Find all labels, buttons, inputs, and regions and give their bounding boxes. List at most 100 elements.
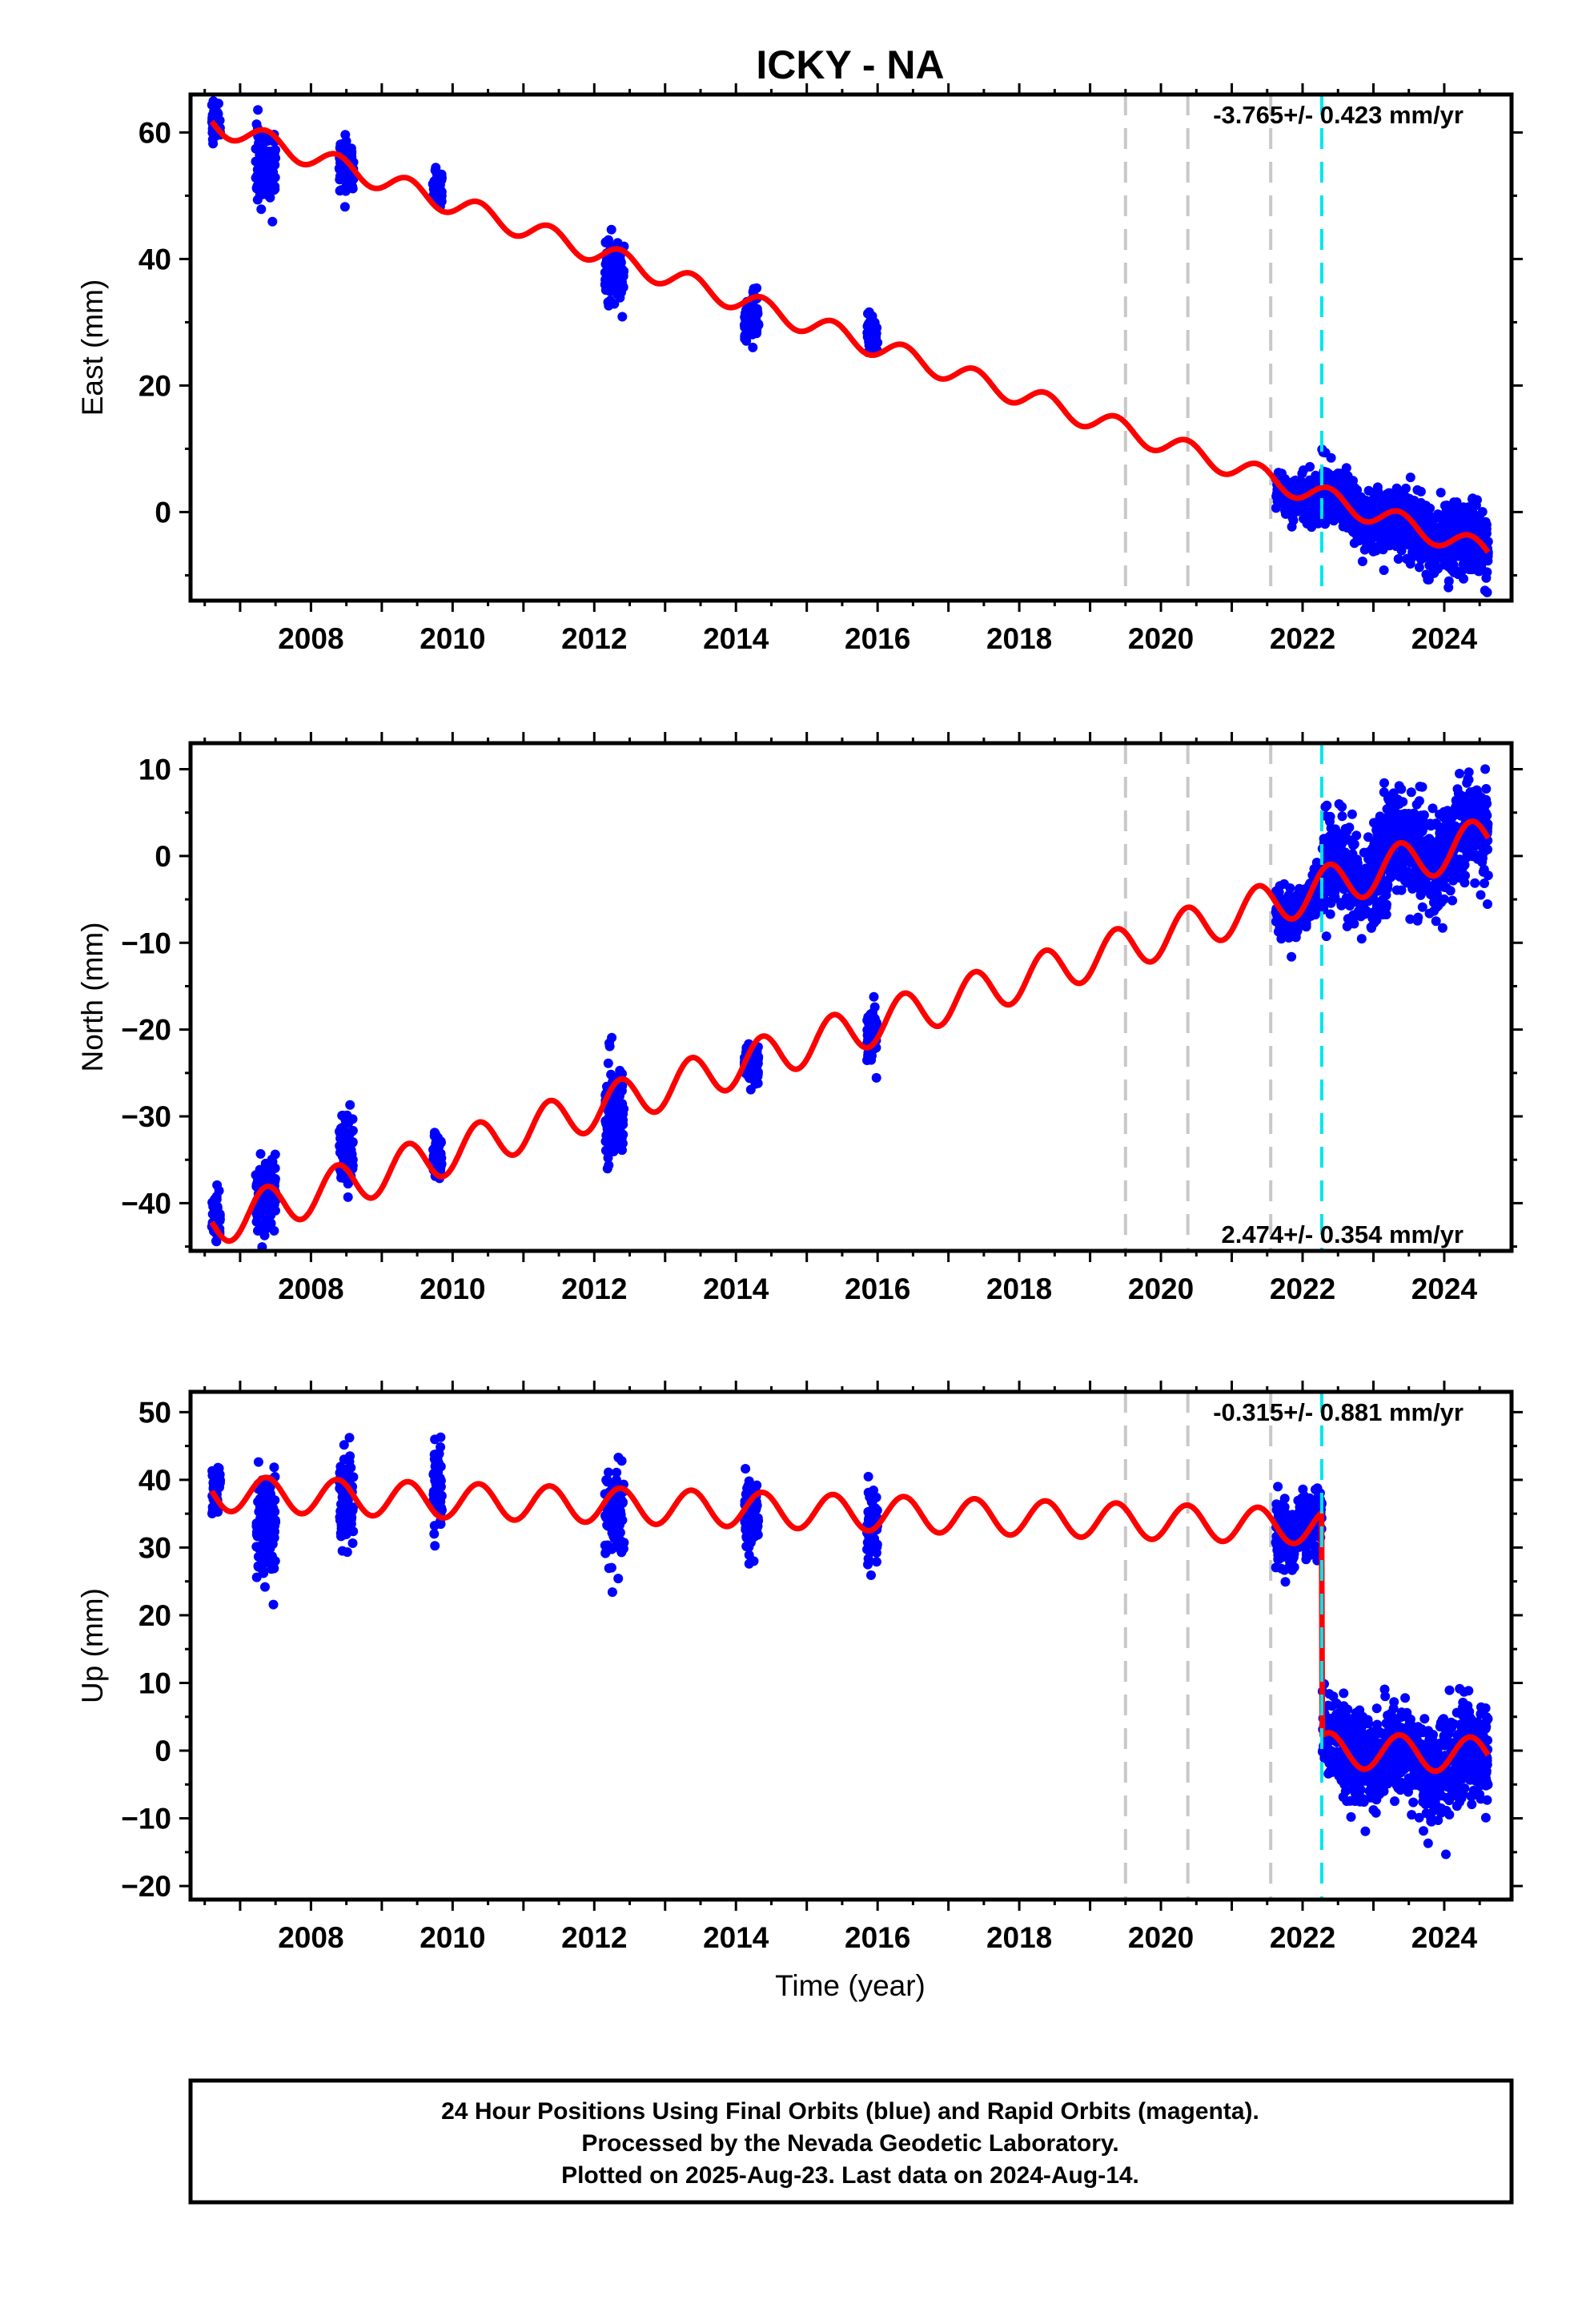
up-data-point	[268, 1599, 279, 1610]
up-data-point	[612, 1467, 622, 1478]
north-data-point	[1321, 931, 1331, 942]
north-data-point	[1470, 878, 1480, 888]
north-data-point	[210, 1194, 220, 1204]
panel-up: 2008 2010 2012 2014 2016 2018 2020 2022 2024−20−…	[76, 1381, 1523, 1954]
north-data-point	[1414, 796, 1424, 806]
up-data-point	[429, 1529, 440, 1539]
up-data-point	[1299, 1499, 1310, 1510]
east-data-point	[1341, 509, 1351, 520]
up-data-point	[253, 1457, 263, 1467]
north-data-point	[343, 1192, 353, 1202]
east-data-point	[339, 202, 350, 212]
north-data-point	[603, 1152, 613, 1163]
north-data-point	[1480, 764, 1491, 774]
east-data-point	[1366, 527, 1376, 537]
up-data-point	[1351, 1707, 1361, 1718]
east-data-point	[1395, 499, 1405, 509]
up-data-point	[1271, 1499, 1282, 1510]
up-data-point	[747, 1534, 757, 1543]
east-data-point	[1415, 542, 1426, 553]
north-data-point	[211, 1257, 221, 1267]
up-data-point	[1347, 1717, 1358, 1727]
north-data-point	[1479, 864, 1489, 875]
up-observation-cluster	[428, 1432, 447, 1551]
up-data-point	[434, 1449, 444, 1459]
north-data-point	[1457, 842, 1468, 853]
up-data-point	[1348, 1770, 1359, 1779]
north-data-point	[1337, 811, 1347, 822]
north-data-point	[253, 1175, 263, 1185]
east-plot-area	[207, 94, 1493, 601]
east-x-tick-label: 2018	[986, 622, 1052, 655]
east-x-tick-label: 2008	[278, 622, 343, 655]
north-data-point	[428, 1151, 439, 1161]
up-data-point	[614, 1503, 624, 1514]
north-data-point	[606, 1069, 616, 1080]
east-data-point	[1374, 533, 1383, 543]
up-data-point	[1371, 1703, 1382, 1714]
east-data-point	[1463, 505, 1473, 516]
north-data-point	[347, 1138, 358, 1148]
north-data-point	[1392, 818, 1403, 828]
north-data-point	[1467, 806, 1477, 817]
north-data-point	[1435, 828, 1445, 838]
up-data-point	[746, 1482, 757, 1493]
up-data-point	[432, 1470, 442, 1481]
up-data-point	[255, 1502, 265, 1512]
north-data-point	[1460, 796, 1471, 806]
north-data-point	[608, 1116, 618, 1126]
north-data-point	[602, 1164, 612, 1174]
up-observation-cluster	[600, 1453, 629, 1598]
east-data-point	[267, 161, 277, 171]
up-data-point	[251, 1572, 262, 1582]
east-data-point	[257, 190, 267, 199]
east-data-point	[606, 224, 616, 235]
east-data-point	[1477, 507, 1488, 517]
east-data-point	[429, 183, 440, 193]
east-data-point	[1457, 515, 1467, 525]
north-x-tick-label: 2022	[1270, 1273, 1335, 1305]
east-data-point	[1423, 574, 1433, 585]
east-y-tick-label: 40	[139, 243, 171, 275]
north-data-point	[1480, 813, 1491, 823]
north-data-point	[1414, 818, 1424, 828]
north-data-point	[1354, 865, 1364, 875]
north-data-point	[338, 1110, 348, 1120]
north-data-point	[1369, 818, 1379, 828]
chart-title: ICKY - NA	[756, 42, 944, 87]
east-data-point	[1469, 513, 1480, 523]
north-x-tick-label: 2020	[1128, 1273, 1194, 1305]
east-data-point	[1412, 485, 1423, 495]
north-data-point	[1344, 822, 1355, 833]
north-data-point	[1335, 830, 1345, 840]
north-data-point	[1284, 898, 1295, 908]
north-data-point	[1392, 794, 1403, 805]
up-data-point	[863, 1471, 873, 1482]
east-data-point	[1428, 553, 1439, 563]
up-data-point	[1307, 1502, 1318, 1513]
north-data-point	[1342, 921, 1352, 931]
east-data-point	[1405, 472, 1415, 483]
north-data-point	[603, 1058, 613, 1068]
east-observation-cluster	[739, 283, 764, 352]
up-data-point	[1320, 1749, 1331, 1759]
east-data-point	[1430, 563, 1440, 573]
north-data-point	[1412, 915, 1423, 926]
up-data-point	[603, 1540, 612, 1550]
up-data-point	[428, 1486, 439, 1497]
north-data-point	[615, 1065, 625, 1076]
east-data-point	[609, 266, 620, 276]
east-y-tick-label: 20	[139, 369, 171, 402]
east-data-point	[864, 324, 874, 335]
north-data-point	[433, 1132, 443, 1143]
up-data-point	[1284, 1514, 1295, 1524]
north-data-point	[865, 1024, 876, 1035]
up-data-point	[339, 1440, 349, 1450]
north-data-point	[1428, 854, 1438, 864]
up-data-point	[616, 1547, 627, 1558]
north-data-point	[1357, 875, 1367, 885]
east-y-tick-label: 0	[155, 496, 171, 529]
north-data-point	[869, 991, 879, 1002]
north-data-point	[1347, 849, 1358, 859]
east-data-point	[1450, 550, 1460, 561]
